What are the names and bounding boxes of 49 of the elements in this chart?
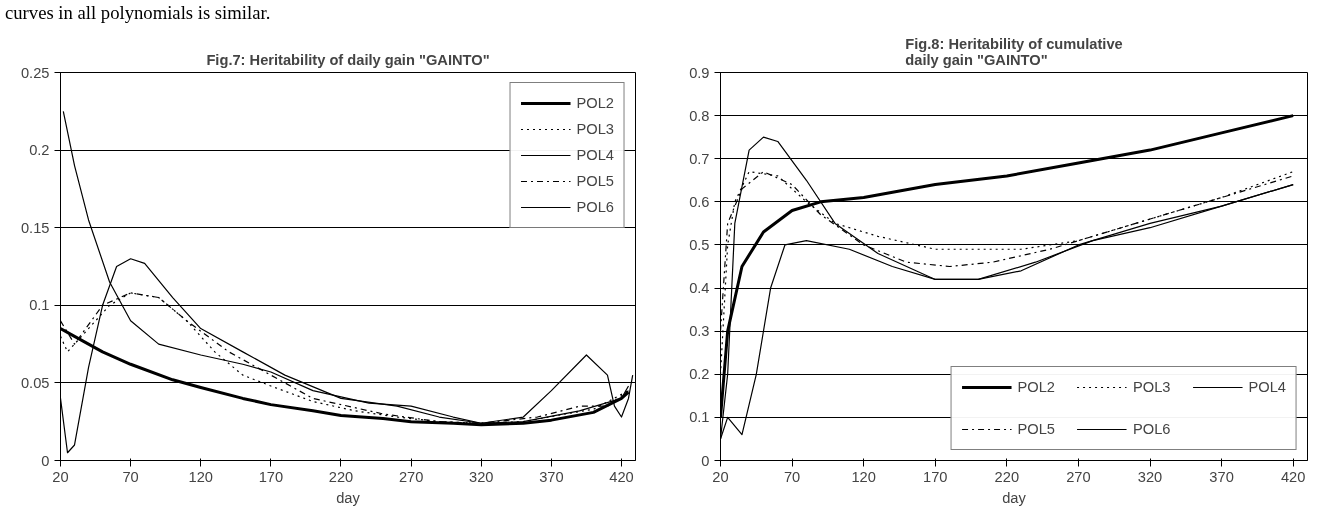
y-tick-label: 0.4 bbox=[689, 280, 710, 297]
legend-label: POL5 bbox=[1017, 421, 1056, 437]
y-tick-label: 0.1 bbox=[29, 297, 50, 314]
x-axis-title: day bbox=[1002, 489, 1027, 506]
y-tick-label: 0.2 bbox=[29, 142, 50, 159]
x-tick-label: 120 bbox=[188, 468, 213, 485]
y-tick-label: 0.6 bbox=[689, 193, 710, 210]
legend-label: POL2 bbox=[576, 95, 614, 111]
x-tick-label: 370 bbox=[1209, 468, 1234, 485]
x-axis-title: day bbox=[336, 489, 361, 506]
legend-label: POL4 bbox=[576, 147, 614, 163]
x-tick-label: 20 bbox=[52, 468, 69, 485]
y-tick-label: 0.15 bbox=[20, 219, 50, 236]
x-tick-label: 170 bbox=[923, 468, 948, 485]
x-tick-label: 70 bbox=[783, 468, 801, 485]
y-tick-label: 0.2 bbox=[689, 366, 710, 383]
chart-title: Fig.7: Heritability of daily gain "GAINTO" bbox=[206, 51, 490, 68]
legend-label: POL2 bbox=[1017, 379, 1056, 395]
y-tick-label: 0 bbox=[701, 452, 710, 469]
y-tick-label: 0.5 bbox=[689, 236, 710, 253]
x-tick-label: 170 bbox=[258, 468, 284, 485]
x-tick-label: 320 bbox=[1137, 468, 1163, 485]
y-tick-label: 0.9 bbox=[689, 64, 710, 81]
chart-title: Fig.8: Heritability of cumulative daily gain "GAINTO" bbox=[905, 35, 1123, 68]
legend-label: POL3 bbox=[1133, 379, 1171, 395]
y-tick-label: 0.05 bbox=[20, 374, 50, 391]
x-tick-label: 220 bbox=[994, 468, 1020, 485]
y-tick-label: 0.25 bbox=[20, 64, 50, 81]
x-tick-label: 120 bbox=[851, 468, 876, 485]
x-tick-label: 220 bbox=[328, 468, 354, 485]
text: curves in all polynomials is similar. bbox=[5, 2, 271, 23]
x-tick-label: 70 bbox=[122, 468, 139, 485]
legend-label: POL6 bbox=[1133, 421, 1171, 437]
x-tick-label: 270 bbox=[398, 468, 424, 485]
y-tick-label: 0.7 bbox=[689, 150, 710, 167]
x-tick-label: 370 bbox=[539, 468, 564, 485]
y-tick-label: 0 bbox=[41, 452, 50, 469]
y-tick-label: 0.3 bbox=[689, 323, 710, 340]
legend-label: POL6 bbox=[576, 199, 614, 215]
legend-label: POL5 bbox=[576, 173, 614, 189]
y-tick-label: 0.1 bbox=[689, 409, 710, 426]
x-tick-label: 420 bbox=[1280, 468, 1306, 485]
legend-label: POL4 bbox=[1248, 379, 1286, 395]
x-tick-label: 320 bbox=[469, 468, 494, 485]
legend-label: POL3 bbox=[576, 121, 614, 137]
x-tick-label: 420 bbox=[609, 468, 634, 485]
y-tick-label: 0.8 bbox=[689, 107, 710, 124]
x-tick-label: 20 bbox=[712, 468, 729, 485]
x-tick-label: 270 bbox=[1066, 468, 1091, 485]
